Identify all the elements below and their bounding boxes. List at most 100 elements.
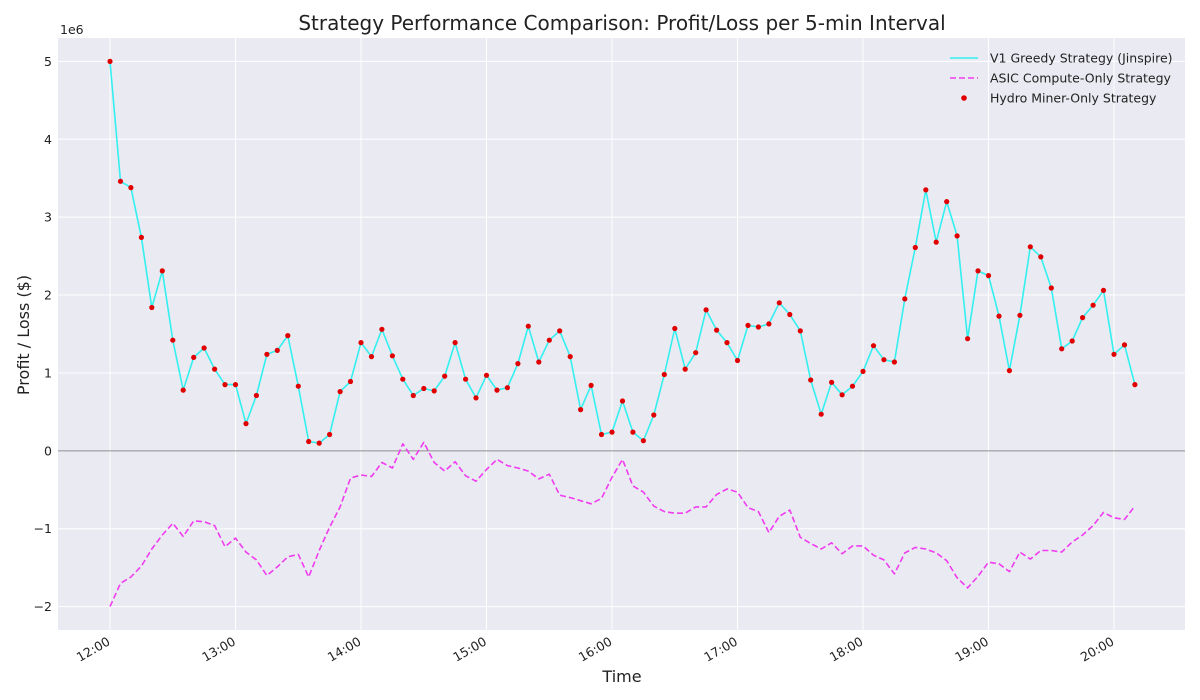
data-point: [1048, 285, 1054, 291]
legend-item-v1-greedy-strategy-jinspire: V1 Greedy Strategy (Jinspire): [950, 51, 1173, 66]
x-axis-title: Time: [601, 667, 641, 686]
data-point: [1090, 302, 1096, 308]
data-point: [316, 440, 322, 446]
data-point: [149, 304, 155, 311]
legend-label: V1 Greedy Strategy (Jinspire): [990, 51, 1173, 66]
data-point: [902, 296, 908, 302]
data-point: [525, 323, 531, 329]
data-point: [452, 340, 458, 346]
y-tick-label: 0: [44, 443, 52, 458]
data-point: [609, 429, 615, 435]
data-point: [640, 438, 647, 444]
data-point: [870, 343, 877, 349]
y-tick-label: 2: [44, 288, 52, 303]
data-point: [358, 340, 364, 346]
y-tick-label: 1: [44, 365, 52, 380]
data-point: [243, 421, 249, 427]
legend-label: ASIC Compute-Only Strategy: [990, 71, 1171, 86]
data-point: [829, 379, 835, 385]
chart-title: Strategy Performance Comparison: Profit/…: [298, 11, 945, 35]
data-point: [849, 383, 856, 389]
data-point: [368, 354, 375, 360]
data-point: [128, 185, 134, 191]
y-tick-label: −1: [34, 521, 52, 536]
data-point: [933, 239, 939, 245]
data-point: [985, 273, 992, 279]
legend-item-asic-compute-only-strategy: ASIC Compute-Only Strategy: [950, 71, 1171, 86]
plot-area: [58, 38, 1185, 630]
data-point: [410, 392, 416, 399]
data-point: [598, 431, 605, 438]
legend-item-hydro-miner-only-strategy: Hydro Miner-Only Strategy: [961, 91, 1157, 106]
data-point: [138, 234, 144, 240]
data-point: [504, 385, 510, 391]
data-point: [327, 431, 333, 438]
data-point: [1059, 346, 1065, 352]
data-point: [473, 395, 479, 401]
data-point: [651, 412, 657, 418]
data-point: [891, 359, 898, 365]
data-point: [1111, 351, 1117, 357]
data-point: [212, 366, 218, 372]
series-layer: [107, 58, 1138, 607]
data-point: [379, 326, 385, 332]
data-point: [787, 311, 793, 318]
data-point: [734, 357, 741, 364]
data-point: [1069, 338, 1075, 344]
data-point: [682, 366, 688, 372]
data-point: [201, 345, 207, 351]
data-point: [264, 351, 270, 357]
data-point: [965, 336, 971, 342]
data-point: [703, 307, 709, 313]
data-point: [536, 359, 542, 365]
legend-label: Hydro Miner-Only Strategy: [990, 91, 1157, 106]
legend-marker: [961, 95, 967, 101]
data-point: [274, 347, 280, 353]
y-tick-label: 4: [44, 132, 52, 147]
data-point: [923, 187, 929, 193]
data-point: [515, 361, 521, 367]
data-point: [159, 268, 165, 274]
data-point: [797, 328, 803, 334]
data-point: [661, 371, 667, 378]
data-point: [975, 268, 981, 274]
data-point: [546, 337, 552, 343]
data-point: [180, 387, 186, 393]
data-point: [839, 392, 845, 398]
data-point: [808, 377, 814, 383]
data-point: [954, 233, 960, 239]
data-point: [285, 333, 291, 339]
data-point: [421, 385, 427, 392]
data-point: [1006, 368, 1013, 374]
data-point: [463, 376, 469, 382]
data-point: [630, 429, 636, 435]
data-point: [347, 378, 354, 385]
data-point: [860, 368, 866, 374]
data-point: [619, 398, 626, 404]
data-point: [442, 373, 448, 379]
data-point: [1100, 287, 1107, 293]
data-point: [693, 350, 699, 356]
data-point: [672, 325, 678, 332]
data-point: [170, 337, 176, 343]
data-point: [557, 328, 563, 334]
data-point: [776, 300, 782, 306]
data-point: [1027, 244, 1033, 250]
series-line-asic-compute-only-strategy: [109, 441, 1136, 607]
data-point: [944, 199, 950, 205]
data-point: [1132, 382, 1138, 388]
y-tick-labels: −2 −1 0 1 2 3 4 5: [34, 54, 52, 614]
data-point: [578, 407, 584, 413]
data-point: [766, 321, 772, 327]
data-point: [107, 58, 113, 64]
data-point: [818, 411, 824, 417]
data-point: [400, 376, 406, 382]
data-point: [755, 324, 762, 330]
y-tick-label: −2: [34, 599, 52, 614]
data-point: [881, 357, 887, 363]
data-point: [253, 392, 259, 399]
data-point: [567, 354, 573, 360]
y-scale-exponent: 1e6: [60, 22, 84, 37]
series-points-hydro-miner-only-strategy: [107, 58, 1138, 446]
